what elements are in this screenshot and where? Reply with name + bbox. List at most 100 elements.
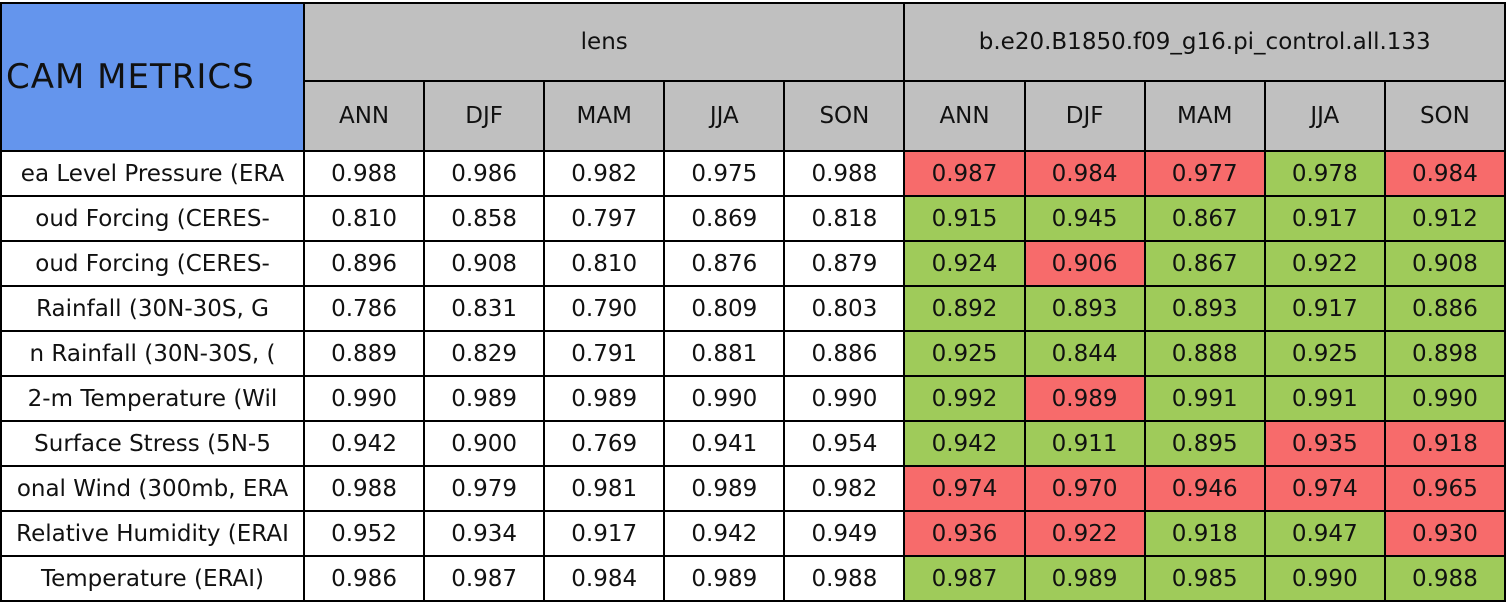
value-cell: 0.797 <box>543 195 666 242</box>
column-header-row: ANN DJF MAM JJA SON ANN DJF MAM JJA SON <box>1 80 1507 152</box>
row-label: Surface Stress (5N-5 <box>0 420 305 467</box>
value-cell: 0.985 <box>1143 555 1266 602</box>
value-cell: 0.991 <box>1143 375 1266 422</box>
value-cell: 0.988 <box>1383 555 1507 602</box>
title: CAM METRICS <box>6 57 255 97</box>
value-cell: 0.917 <box>543 510 666 557</box>
value-cell: 0.947 <box>1263 510 1386 557</box>
value-cell: 0.949 <box>783 510 906 557</box>
value-cell: 0.917 <box>1263 195 1386 242</box>
value-cell: 0.803 <box>783 285 906 332</box>
value-cell: 0.965 <box>1383 465 1507 512</box>
value-cell: 0.989 <box>1023 375 1146 422</box>
value-cell: 0.990 <box>1263 555 1386 602</box>
row-label: onal Wind (300mb, ERA <box>0 465 305 512</box>
value-cell: 0.869 <box>663 195 786 242</box>
value-cell: 0.809 <box>663 285 786 332</box>
value-cell: 0.895 <box>1143 420 1266 467</box>
value-cell: 0.987 <box>903 150 1026 197</box>
value-cell: 0.892 <box>903 285 1026 332</box>
column-header: SON <box>1383 80 1507 152</box>
value-cell: 0.988 <box>783 555 906 602</box>
data-row: oud Forcing (CERES- 0.896 0.908 0.810 0.876 0… <box>0 240 1507 287</box>
title-cell: CAM METRICS <box>0 2 305 152</box>
value-cell: 0.936 <box>903 510 1026 557</box>
table-body: ea Level Pressure (ERA 0.988 0.986 0.982 0.9… <box>0 150 1507 602</box>
value-cell: 0.893 <box>1143 285 1266 332</box>
row-label: Relative Humidity (ERAI <box>0 510 305 557</box>
value-cell: 0.925 <box>903 330 1026 377</box>
column-header: MAM <box>1143 80 1266 152</box>
value-cell: 0.942 <box>302 420 426 467</box>
value-cell: 0.829 <box>423 330 546 377</box>
value-cell: 0.991 <box>1263 375 1386 422</box>
value-cell: 0.986 <box>423 150 546 197</box>
column-header: ANN <box>302 80 426 152</box>
value-cell: 0.987 <box>903 555 1026 602</box>
value-cell: 0.898 <box>1383 330 1507 377</box>
column-header: DJF <box>1023 80 1146 152</box>
value-cell: 0.867 <box>1143 195 1266 242</box>
value-cell: 0.988 <box>302 465 426 512</box>
row-label: n Rainfall (30N-30S, ( <box>0 330 305 377</box>
value-cell: 0.881 <box>663 330 786 377</box>
value-cell: 0.893 <box>1023 285 1146 332</box>
value-cell: 0.818 <box>783 195 906 242</box>
value-cell: 0.981 <box>543 465 666 512</box>
group-header-row: CAM METRICS lens b.e20.B1850.f09_g16.pi_c… <box>0 2 1506 152</box>
value-cell: 0.982 <box>783 465 906 512</box>
value-cell: 0.954 <box>783 420 906 467</box>
data-row: ea Level Pressure (ERA 0.988 0.986 0.982 0.9… <box>0 150 1507 197</box>
value-cell: 0.908 <box>423 240 546 287</box>
value-cell: 0.952 <box>302 510 426 557</box>
value-cell: 0.989 <box>423 375 546 422</box>
row-label: 2-m Temperature (Wil <box>0 375 305 422</box>
value-cell: 0.989 <box>663 555 786 602</box>
value-cell: 0.889 <box>302 330 426 377</box>
value-cell: 0.945 <box>1023 195 1146 242</box>
value-cell: 0.990 <box>1383 375 1507 422</box>
value-cell: 0.786 <box>302 285 426 332</box>
value-cell: 0.879 <box>783 240 906 287</box>
value-cell: 0.918 <box>1383 420 1507 467</box>
value-cell: 0.990 <box>783 375 906 422</box>
value-cell: 0.988 <box>302 150 426 197</box>
value-cell: 0.935 <box>1263 420 1386 467</box>
value-cell: 0.911 <box>1023 420 1146 467</box>
value-cell: 0.810 <box>302 195 426 242</box>
value-cell: 0.941 <box>663 420 786 467</box>
value-cell: 0.974 <box>903 465 1026 512</box>
value-cell: 0.987 <box>423 555 546 602</box>
data-row: 2-m Temperature (Wil 0.990 0.989 0.989 0.990… <box>0 375 1507 422</box>
data-row: Relative Humidity (ERAI 0.952 0.934 0.917 0.… <box>0 510 1507 557</box>
value-cell: 0.988 <box>783 150 906 197</box>
group-header: b.e20.B1850.f09_g16.pi_control.all.133 <box>903 2 1506 82</box>
data-row: Temperature (ERAI) 0.986 0.987 0.984 0.989 0.… <box>0 555 1507 602</box>
column-header: JJA <box>1263 80 1386 152</box>
value-cell: 0.925 <box>1263 330 1386 377</box>
value-cell: 0.978 <box>1263 150 1386 197</box>
value-cell: 0.858 <box>423 195 546 242</box>
value-cell: 0.989 <box>663 465 786 512</box>
group-header: lens <box>302 2 906 82</box>
data-row: n Rainfall (30N-30S, (0.889 0.829 0.791 0.8… <box>0 330 1507 377</box>
value-cell: 0.974 <box>1263 465 1386 512</box>
value-cell: 0.888 <box>1143 330 1266 377</box>
value-cell: 0.979 <box>423 465 546 512</box>
value-cell: 0.908 <box>1383 240 1507 287</box>
value-cell: 0.791 <box>543 330 666 377</box>
value-cell: 0.906 <box>1023 240 1146 287</box>
row-label: oud Forcing (CERES- <box>0 240 305 287</box>
table-head: CAM METRICS lens b.e20.B1850.f09_g16.pi_c… <box>0 2 1507 152</box>
value-cell: 0.942 <box>903 420 1026 467</box>
value-cell: 0.912 <box>1383 195 1507 242</box>
data-row: Surface Stress (5N-5 0.942 0.900 0.769 0.941… <box>0 420 1507 467</box>
value-cell: 0.922 <box>1263 240 1386 287</box>
value-cell: 0.970 <box>1023 465 1146 512</box>
value-cell: 0.977 <box>1143 150 1266 197</box>
column-header: MAM <box>543 80 666 152</box>
column-header: DJF <box>423 80 546 152</box>
row-label: Rainfall (30N-30S, G <box>0 285 305 332</box>
value-cell: 0.990 <box>302 375 426 422</box>
row-label: oud Forcing (CERES- <box>0 195 305 242</box>
